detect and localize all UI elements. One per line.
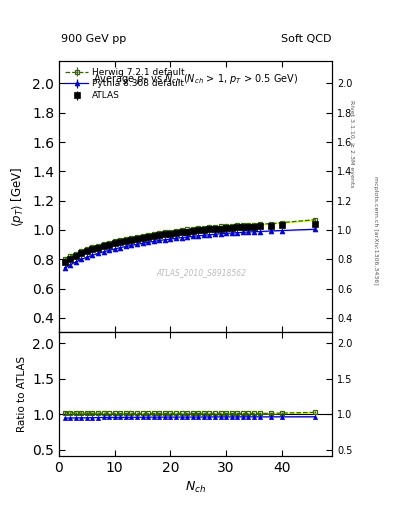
Text: Rivet 3.1.10, ≥ 2.3M events: Rivet 3.1.10, ≥ 2.3M events <box>349 99 354 187</box>
Text: Soft QCD: Soft QCD <box>281 33 331 44</box>
Y-axis label: Ratio to ATLAS: Ratio to ATLAS <box>17 356 27 432</box>
X-axis label: $N_{ch}$: $N_{ch}$ <box>185 480 206 495</box>
Text: Average $p_T$ vs $N_{ch}$ ($N_{ch}$ > 1, $p_T$ > 0.5 GeV): Average $p_T$ vs $N_{ch}$ ($N_{ch}$ > 1,… <box>93 72 298 87</box>
Legend: Herwig 7.2.1 default, Pythia 8.308 default, ATLAS: Herwig 7.2.1 default, Pythia 8.308 defau… <box>63 66 187 102</box>
Text: ATLAS_2010_S8918562: ATLAS_2010_S8918562 <box>156 268 246 278</box>
Text: 900 GeV pp: 900 GeV pp <box>61 33 126 44</box>
Text: mcplots.cern.ch [arXiv:1306.3436]: mcplots.cern.ch [arXiv:1306.3436] <box>373 176 378 285</box>
Y-axis label: $\langle p_T \rangle$ [GeV]: $\langle p_T \rangle$ [GeV] <box>9 167 26 227</box>
